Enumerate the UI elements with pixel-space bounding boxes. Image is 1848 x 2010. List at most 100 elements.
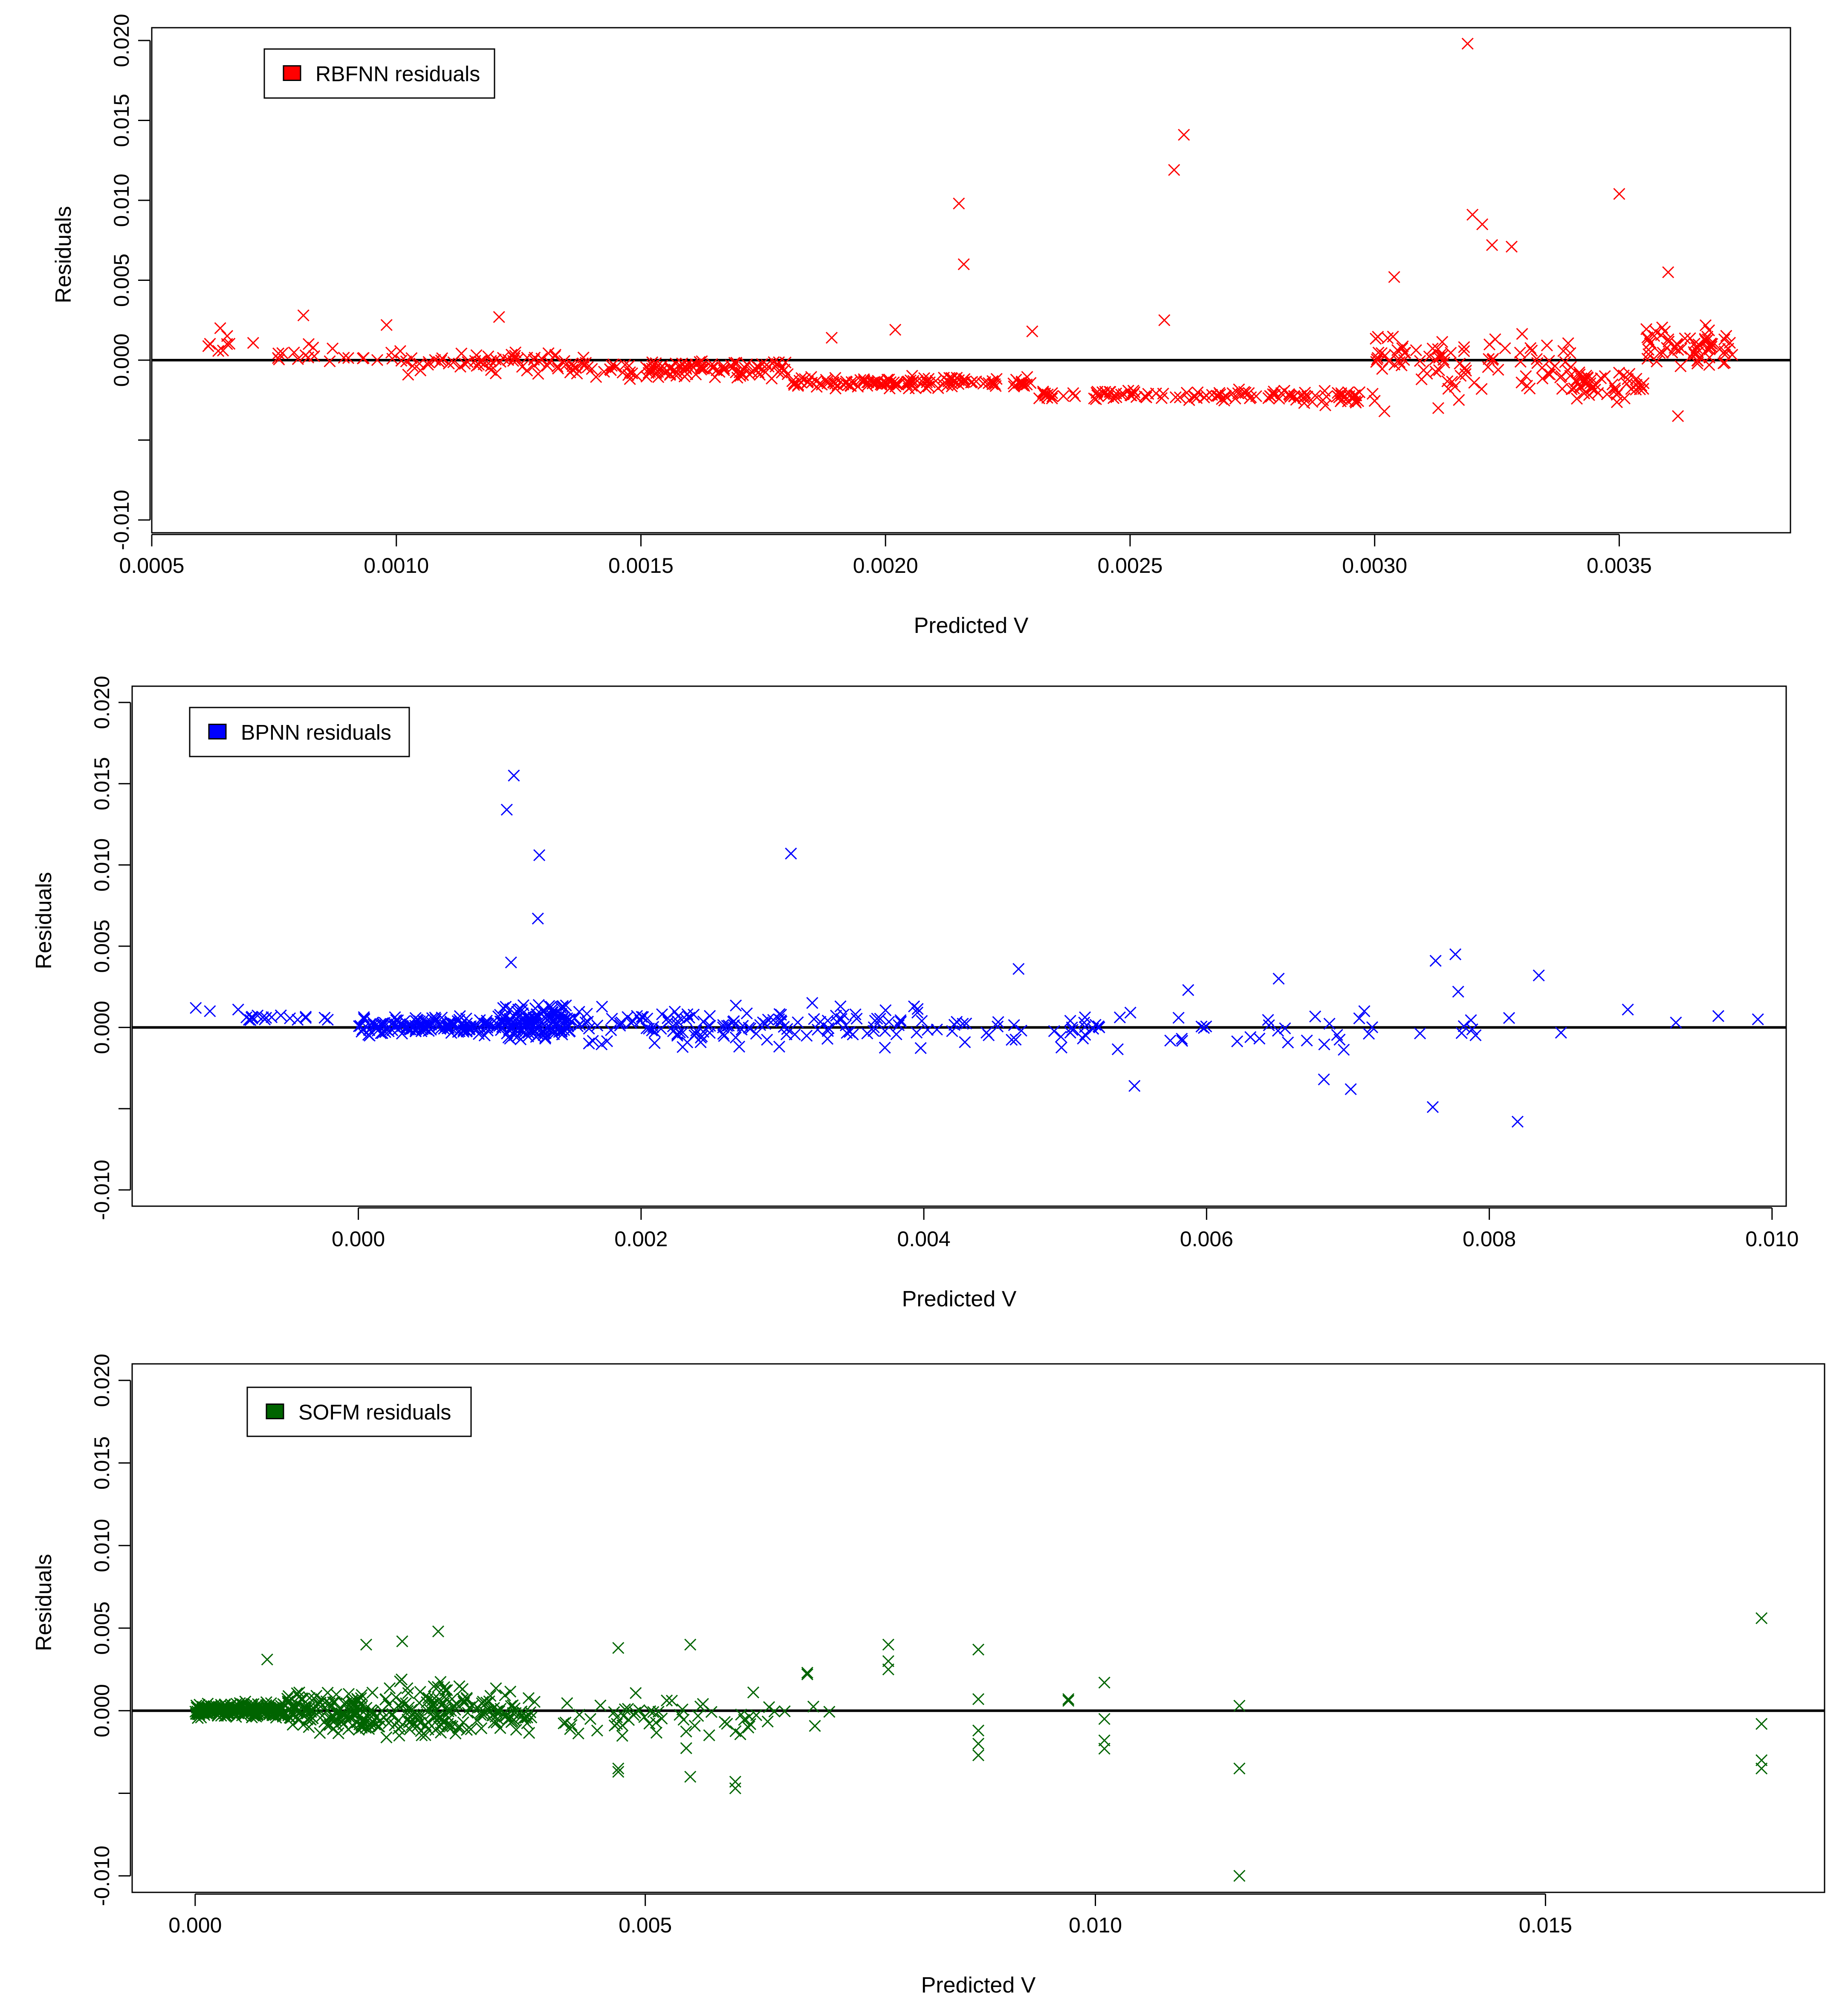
bpnn-point: [879, 1041, 891, 1054]
rbfnn-point: [204, 338, 216, 350]
rbfnn-x-tick-label: 0.0020: [853, 554, 918, 578]
rbfnn-point: [1466, 208, 1479, 221]
bpnn-point: [1128, 1080, 1141, 1092]
bpnn-point: [1176, 1033, 1188, 1045]
rbfnn-point: [1434, 349, 1446, 361]
sofm-point: [453, 1680, 466, 1692]
bpnn-point: [591, 1019, 604, 1032]
sofm-point: [360, 1638, 373, 1651]
sofm-point: [1233, 1870, 1246, 1882]
sofm-point: [561, 1697, 573, 1710]
rbfnn-point: [405, 352, 418, 364]
rbfnn-point: [1703, 340, 1716, 352]
bpnn-point: [773, 1040, 785, 1053]
rbfnn-point: [1718, 333, 1730, 346]
rbfnn-point: [1565, 383, 1578, 396]
sofm-point: [242, 1707, 254, 1719]
rbfnn-point: [1432, 402, 1444, 414]
sofm-point: [490, 1716, 503, 1729]
rbfnn-point: [1243, 387, 1255, 399]
sofm-point: [591, 1724, 603, 1737]
sofm-legend-label: SOFM residuals: [298, 1401, 451, 1424]
rbfnn-point: [669, 357, 682, 370]
bpnn-point: [524, 1016, 536, 1028]
bpnn-point: [266, 1011, 278, 1023]
rbfnn-point: [1331, 387, 1344, 399]
sofm-point: [972, 1724, 985, 1737]
bpnn-point: [729, 1031, 742, 1044]
rbfnn-point: [1433, 364, 1445, 376]
sofm-point: [807, 1701, 820, 1713]
rbfnn-x-tick-label: 0.0015: [608, 554, 674, 578]
rbfnn-point: [941, 379, 954, 392]
bpnn-point: [550, 1008, 563, 1020]
sofm-x-axis-label: Predicted V: [921, 1973, 1036, 1998]
sofm-point: [490, 1706, 502, 1718]
sofm-point: [558, 1717, 570, 1730]
sofm-point: [327, 1723, 339, 1736]
sofm-point: [347, 1702, 359, 1714]
sofm-point: [647, 1706, 659, 1718]
bpnn-point: [879, 1004, 892, 1017]
sofm-point: [505, 1700, 517, 1712]
sofm-point: [361, 1715, 373, 1727]
sofm-point: [694, 1700, 707, 1713]
rbfnn-point: [380, 319, 393, 331]
sofm-point: [335, 1707, 348, 1719]
sofm-point: [1062, 1693, 1075, 1705]
rbfnn-point: [772, 366, 784, 378]
rbfnn-point: [1378, 405, 1391, 418]
rbfnn-point: [1388, 271, 1400, 283]
rbfnn-point: [338, 352, 350, 364]
bpnn-point: [677, 1041, 689, 1053]
rbfnn-point: [470, 349, 483, 361]
rbfnn-point: [214, 322, 226, 335]
bpnn-point: [363, 1029, 376, 1042]
rbfnn-point: [212, 345, 225, 357]
rbfnn-point: [1570, 393, 1583, 405]
sofm-point: [396, 1635, 408, 1648]
sofm-points: [189, 1612, 1768, 1882]
sofm-point: [471, 1714, 483, 1727]
bpnn-point: [1048, 1025, 1060, 1037]
sofm-point: [1062, 1695, 1075, 1707]
sofm-point: [433, 1711, 445, 1723]
bpnn-point: [992, 1016, 1004, 1028]
sofm-point: [293, 1686, 306, 1699]
sofm-point: [763, 1701, 775, 1713]
rbfnn-point: [1499, 342, 1511, 355]
rbfnn-point: [953, 374, 965, 387]
rbfnn-point: [1666, 347, 1678, 359]
rbfnn-point: [1125, 389, 1137, 401]
bpnn-x-tick-label: 0.000: [332, 1227, 385, 1251]
sofm-point: [584, 1713, 596, 1725]
bpnn-point: [1231, 1035, 1244, 1048]
bpnn-point: [1272, 973, 1285, 985]
bpnn-point: [560, 999, 572, 1012]
rbfnn-point: [485, 360, 497, 372]
rbfnn-point: [511, 353, 523, 366]
rbfnn-point: [1703, 351, 1716, 364]
sofm-point: [703, 1729, 715, 1741]
bpnn-point: [232, 1003, 244, 1016]
bpnn-point: [417, 1014, 429, 1027]
bpnn-point: [407, 1021, 419, 1033]
sofm-point: [610, 1718, 623, 1730]
bpnn-point: [480, 1014, 493, 1027]
bpnn-point: [1449, 948, 1462, 961]
sofm-point: [761, 1715, 774, 1728]
rbfnn-point: [1662, 333, 1674, 346]
bpnn-point: [583, 1037, 595, 1050]
rbfnn-point: [1140, 391, 1153, 404]
sofm-point: [972, 1749, 985, 1762]
rbfnn-point: [1273, 393, 1285, 405]
bpnn-point: [740, 1007, 753, 1019]
rbfnn-point: [1486, 239, 1498, 251]
rbfnn-point: [680, 361, 692, 374]
bpnn-point: [883, 1016, 895, 1028]
rbfnn-point: [1368, 395, 1381, 407]
sofm-point: [446, 1720, 459, 1733]
rbfnn-point: [533, 355, 546, 368]
sofm-point: [650, 1727, 663, 1739]
sofm-point: [750, 1709, 763, 1721]
